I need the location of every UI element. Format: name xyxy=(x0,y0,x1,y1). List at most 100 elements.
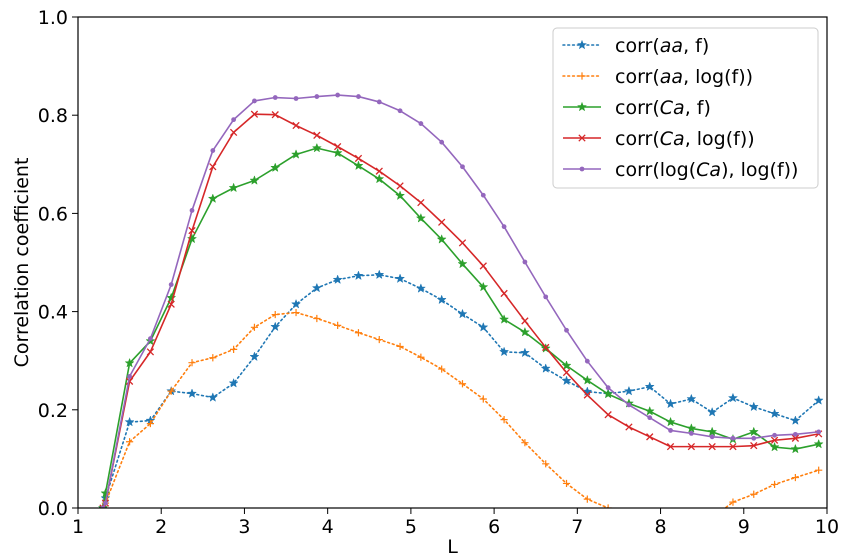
x-tick-label: 8 xyxy=(655,516,667,538)
data-point xyxy=(501,224,507,230)
data-point xyxy=(415,283,426,293)
data-point xyxy=(707,406,718,417)
data-point xyxy=(375,167,383,175)
data-point xyxy=(417,353,425,361)
data-point xyxy=(354,329,363,337)
data-point xyxy=(519,347,530,358)
tick-layer: 1 2 3 4 5 6 7 8 9 10 0.0 0.2 0.4 0.6 0.8 1.0 xyxy=(38,7,839,538)
data-point xyxy=(332,274,343,285)
data-point xyxy=(665,416,676,427)
data-point xyxy=(313,131,321,139)
data-point xyxy=(750,490,758,498)
data-point xyxy=(272,95,278,100)
data-point xyxy=(168,282,174,287)
data-point xyxy=(146,348,155,356)
data-point xyxy=(209,354,217,362)
legend-marker xyxy=(576,101,588,112)
data-point xyxy=(417,198,425,207)
data-point xyxy=(231,117,237,123)
legend-label-part: , f) xyxy=(685,97,711,119)
series-line xyxy=(102,147,819,508)
data-point xyxy=(626,402,632,408)
data-point xyxy=(605,385,611,391)
data-point xyxy=(146,419,155,428)
legend-marker xyxy=(578,72,586,80)
legend-label: corr(aa, f) xyxy=(615,35,709,57)
legend-label-part: corr( xyxy=(615,35,660,57)
data-point xyxy=(354,154,363,163)
data-point xyxy=(332,147,343,158)
data-point xyxy=(729,498,737,506)
data-point xyxy=(436,294,447,305)
data-point xyxy=(668,428,673,433)
data-point xyxy=(479,262,487,270)
data-point xyxy=(480,192,486,198)
data-point xyxy=(790,415,801,425)
data-point xyxy=(396,342,404,351)
data-point xyxy=(543,294,549,300)
series-line xyxy=(102,94,819,508)
data-point xyxy=(292,121,300,130)
y-tick-label: 0.8 xyxy=(38,105,68,127)
legend-label-part: corr(log( xyxy=(615,159,696,181)
data-point xyxy=(813,438,824,449)
data-point xyxy=(500,416,508,424)
data-point xyxy=(540,363,551,373)
data-point xyxy=(356,94,361,99)
data-point xyxy=(708,442,716,451)
data-point xyxy=(623,385,635,396)
y-tick-label: 0.2 xyxy=(38,400,68,422)
data-point xyxy=(415,212,426,223)
data-point xyxy=(687,442,696,451)
legend-label-part: aa xyxy=(660,66,683,88)
data-point xyxy=(209,163,217,171)
data-point xyxy=(644,381,655,392)
data-point xyxy=(418,121,424,126)
data-point xyxy=(334,321,342,329)
data-point xyxy=(542,460,550,468)
legend-label-part: corr( xyxy=(615,66,660,88)
y-tick-label: 0.6 xyxy=(38,203,68,225)
legend-entry-1: corr(aa, log(f)) xyxy=(562,66,753,88)
data-point xyxy=(583,391,591,399)
data-point xyxy=(727,392,739,403)
legend-label-part: Ca xyxy=(660,97,685,119)
data-point xyxy=(583,495,591,503)
plot-frame xyxy=(77,16,828,509)
data-point xyxy=(815,466,823,474)
data-point xyxy=(396,182,404,190)
data-point xyxy=(709,514,716,521)
data-point xyxy=(709,434,715,440)
data-point xyxy=(353,270,364,281)
data-point xyxy=(148,336,153,342)
x-axis-label: L xyxy=(447,536,458,558)
x-tick-label: 5 xyxy=(405,516,417,538)
data-point xyxy=(438,218,446,226)
legend-label-part: ), log(f)) xyxy=(721,159,798,181)
data-point xyxy=(125,438,134,446)
data-point xyxy=(750,441,758,450)
legend-label-part: , f) xyxy=(683,35,709,57)
data-point xyxy=(816,429,822,435)
legend-entry-3: corr(Ca, log(f)) xyxy=(563,128,755,150)
data-point xyxy=(460,164,465,170)
series-line xyxy=(102,273,820,508)
data-point xyxy=(792,431,798,437)
data-point xyxy=(353,160,364,171)
data-point xyxy=(166,292,177,303)
data-point xyxy=(249,351,260,362)
data-point xyxy=(100,487,111,498)
legend-entry-2: corr(Ca, f) xyxy=(563,97,711,119)
y-axis-label: Correlation coefficient xyxy=(11,158,33,368)
data-point xyxy=(290,298,302,309)
data-point xyxy=(522,259,528,265)
legend-label: corr(Ca, log(f)) xyxy=(615,128,755,150)
data-point xyxy=(644,405,655,416)
data-point xyxy=(665,398,676,409)
data-point xyxy=(647,415,653,421)
data-point xyxy=(186,233,198,244)
data-point xyxy=(499,346,510,357)
data-point xyxy=(397,108,403,114)
legend-marker xyxy=(576,39,588,50)
data-point xyxy=(458,380,467,388)
